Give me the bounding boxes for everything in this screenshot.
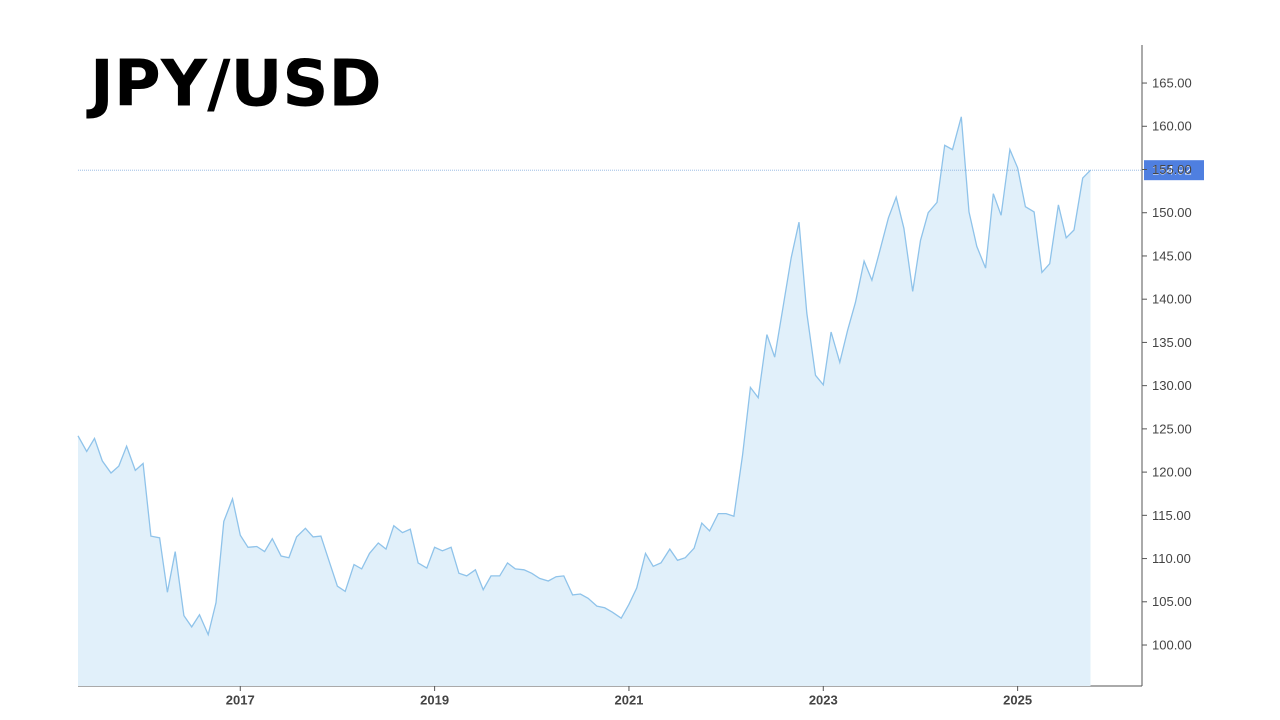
x-tick-label: 2025 [1003,692,1032,707]
x-tick-label: 2019 [420,692,449,707]
y-tick-label: 160.00 [1152,119,1192,134]
y-tick-label: 155.00 [1152,162,1192,177]
last-value-label: 154.92 [1152,163,1192,178]
price-line [77,116,1091,637]
y-tick-label: 100.00 [1152,637,1192,652]
last-value-box [1144,160,1204,181]
area-fill [78,116,1091,687]
y-tick-label: 140.00 [1152,292,1192,307]
x-tick-label: 2017 [226,692,255,707]
chart-title: JPY/USD [86,48,382,122]
y-tick-label: 120.00 [1152,465,1192,480]
y-tick-label: 115.00 [1152,508,1191,523]
y-tick-label: 150.00 [1152,205,1192,220]
x-tick-label: 2023 [809,692,838,707]
y-tick-label: 125.00 [1152,421,1192,436]
y-tick-label: 110.00 [1152,551,1191,566]
y-tick-label: 130.00 [1152,378,1192,393]
y-tick-label: 135.00 [1152,335,1192,350]
x-tick-label: 2021 [614,692,643,707]
y-tick-label: 105.00 [1152,594,1192,609]
y-tick-label: 145.00 [1152,248,1192,263]
y-tick-label: 165.00 [1152,75,1192,90]
